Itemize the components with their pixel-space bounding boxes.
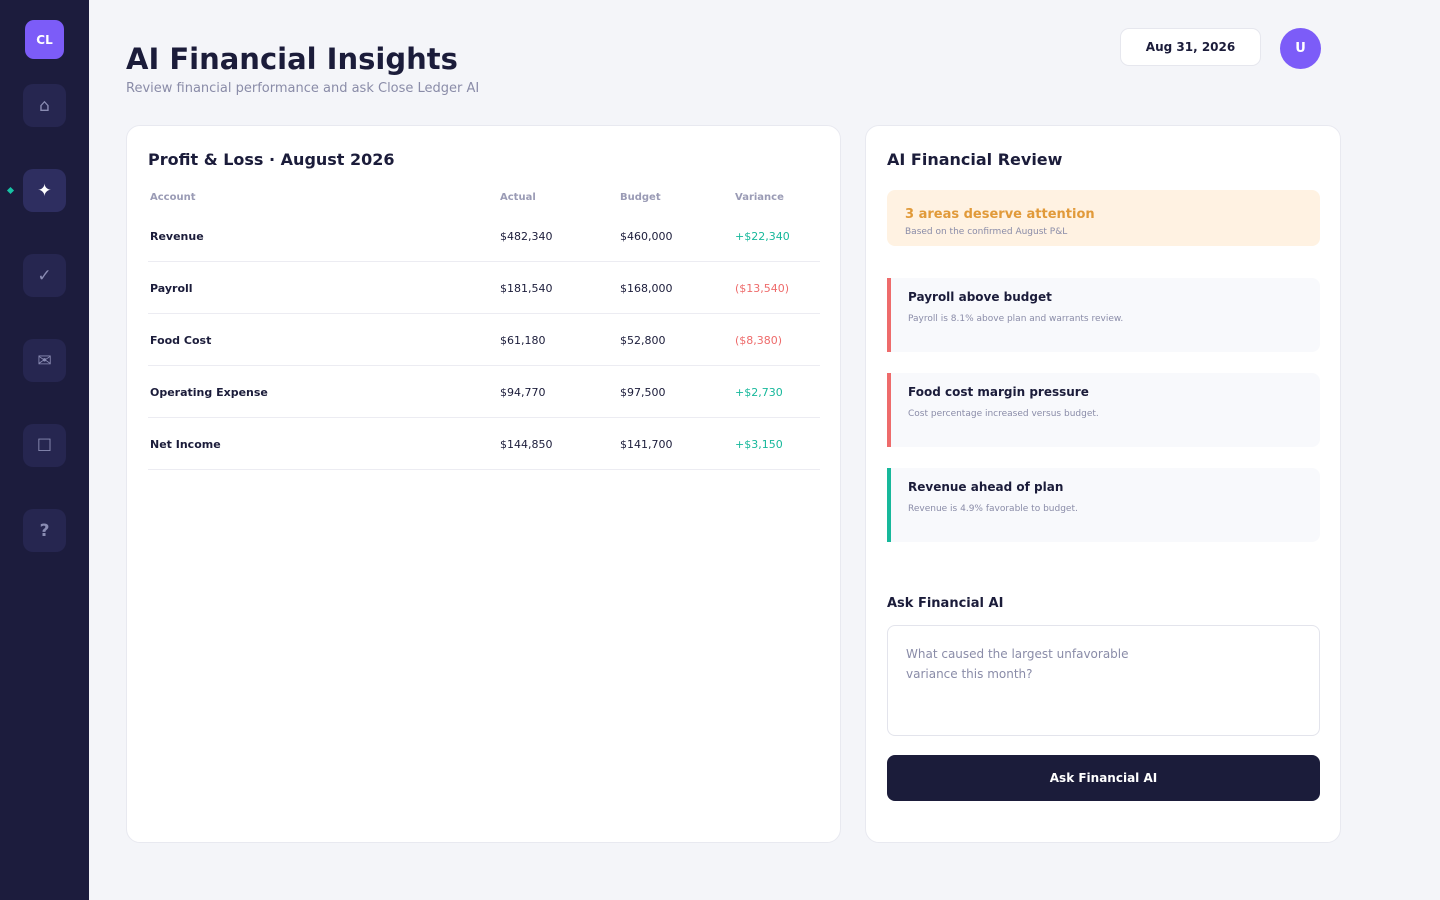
table-row[interactable]: Revenue $482,340 $460,000 +$22,340 [148, 210, 820, 262]
variance-cell: +$2,730 [735, 386, 783, 399]
column-header: Budget [620, 192, 661, 203]
check-icon: ✓ [37, 265, 52, 286]
profit-loss-card: Profit & Loss · August 2026 Account Actu… [126, 125, 841, 843]
nav-messages[interactable]: ✉ [23, 339, 66, 382]
actual-cell: $144,850 [500, 438, 553, 451]
date-picker[interactable]: Aug 31, 2026 [1120, 28, 1261, 66]
sidebar: CL ⌂ ✦ ✓ ✉ ☐ ? [0, 0, 89, 900]
budget-cell: $97,500 [620, 386, 666, 399]
profit-loss-table: Account Actual Budget Variance Revenue $… [148, 182, 820, 470]
insight-description: Payroll is 8.1% above plan and warrants … [908, 314, 1124, 324]
column-header: Actual [500, 192, 536, 203]
budget-cell: $460,000 [620, 230, 673, 243]
ask-ai-label: Ask Financial AI [887, 596, 1004, 611]
ask-ai-input[interactable]: What caused the largest unfavorable vari… [887, 625, 1320, 736]
column-header: Variance [735, 192, 784, 203]
attention-alert: 3 areas deserve attention Based on the c… [887, 190, 1320, 246]
account-cell: Revenue [150, 230, 204, 243]
budget-cell: $168,000 [620, 282, 673, 295]
insight-title: Food cost margin pressure [908, 385, 1089, 399]
insight-card[interactable]: Payroll above budget Payroll is 8.1% abo… [887, 278, 1320, 352]
insight-title: Payroll above budget [908, 290, 1052, 304]
active-indicator [6, 186, 15, 195]
budget-cell: $141,700 [620, 438, 673, 451]
variance-cell: +$3,150 [735, 438, 783, 451]
ask-ai-placeholder: What caused the largest unfavorable vari… [906, 647, 1129, 681]
ai-review-card: AI Financial Review 3 areas deserve atte… [865, 125, 1341, 843]
page-subtitle: Review financial performance and ask Clo… [126, 81, 480, 96]
sparkle-icon: ✦ [37, 180, 52, 201]
ai-review-title: AI Financial Review [887, 150, 1063, 169]
square-icon: ☐ [36, 435, 53, 456]
home-icon: ⌂ [39, 95, 50, 116]
insight-card[interactable]: Revenue ahead of plan Revenue is 4.9% fa… [887, 468, 1320, 542]
actual-cell: $94,770 [500, 386, 546, 399]
account-cell: Food Cost [150, 334, 212, 347]
nav-home[interactable]: ⌂ [23, 84, 66, 127]
actual-cell: $61,180 [500, 334, 546, 347]
variance-cell: ($13,540) [735, 282, 790, 295]
alert-subtitle: Based on the confirmed August P&L [905, 227, 1068, 237]
nav-documents[interactable]: ☐ [23, 424, 66, 467]
column-header: Account [150, 192, 196, 203]
mail-icon: ✉ [37, 350, 52, 371]
account-cell: Net Income [150, 438, 221, 451]
table-row[interactable]: Operating Expense $94,770 $97,500 +$2,73… [148, 366, 820, 418]
table-row[interactable]: Payroll $181,540 $168,000 ($13,540) [148, 262, 820, 314]
ask-ai-button[interactable]: Ask Financial AI [887, 755, 1320, 801]
nav-help[interactable]: ? [23, 509, 66, 552]
insight-description: Revenue is 4.9% favorable to budget. [908, 504, 1078, 514]
help-icon: ? [39, 520, 50, 541]
actual-cell: $181,540 [500, 282, 553, 295]
budget-cell: $52,800 [620, 334, 666, 347]
account-cell: Payroll [150, 282, 193, 295]
avatar[interactable]: U [1280, 28, 1321, 69]
insight-title: Revenue ahead of plan [908, 480, 1064, 494]
variance-cell: +$22,340 [735, 230, 790, 243]
insight-description: Cost percentage increased versus budget. [908, 409, 1099, 419]
table-row[interactable]: Food Cost $61,180 $52,800 ($8,380) [148, 314, 820, 366]
insight-card[interactable]: Food cost margin pressure Cost percentag… [887, 373, 1320, 447]
table-row[interactable]: Net Income $144,850 $141,700 +$3,150 [148, 418, 820, 470]
app-logo[interactable]: CL [25, 20, 64, 59]
page-title: AI Financial Insights [126, 42, 458, 76]
nav-ai-insights[interactable]: ✦ [23, 169, 66, 212]
nav-tasks[interactable]: ✓ [23, 254, 66, 297]
table-header: Account Actual Budget Variance [148, 182, 820, 210]
actual-cell: $482,340 [500, 230, 553, 243]
account-cell: Operating Expense [150, 386, 268, 399]
alert-title: 3 areas deserve attention [905, 207, 1095, 222]
variance-cell: ($8,380) [735, 334, 783, 347]
profit-loss-title: Profit & Loss · August 2026 [148, 150, 395, 169]
